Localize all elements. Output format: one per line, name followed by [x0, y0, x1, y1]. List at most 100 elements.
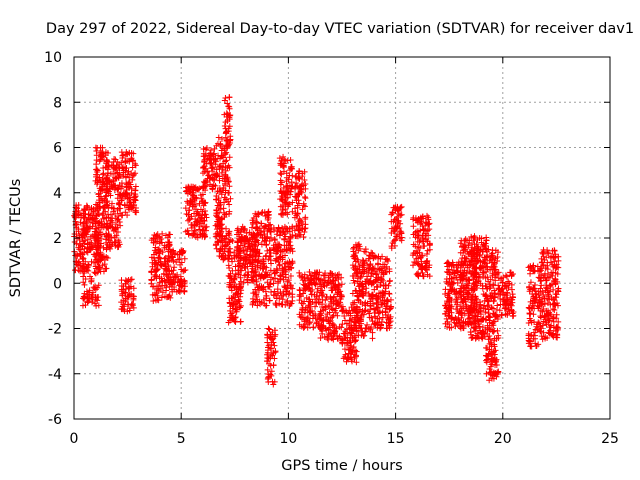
- data-point: [77, 246, 84, 253]
- data-point: [269, 336, 276, 343]
- data-point: [92, 201, 99, 208]
- data-point: [165, 243, 172, 250]
- data-point: [222, 167, 229, 174]
- data-point: [260, 227, 267, 234]
- data-point: [152, 292, 159, 299]
- data-point: [262, 288, 269, 295]
- data-point: [81, 269, 88, 276]
- data-point: [371, 268, 378, 275]
- y-tick-label: -4: [48, 367, 62, 383]
- data-point: [419, 263, 426, 270]
- data-point: [372, 321, 379, 328]
- data-point: [445, 294, 452, 301]
- data-point: [334, 312, 341, 319]
- data-point: [223, 157, 230, 164]
- y-tick-label: 2: [53, 231, 62, 247]
- data-point: [265, 325, 272, 332]
- data-point: [157, 258, 164, 265]
- data-point: [182, 205, 189, 212]
- data-point: [448, 324, 455, 331]
- data-point: [301, 228, 308, 235]
- data-point: [372, 271, 379, 278]
- data-point: [422, 236, 429, 243]
- data-point: [342, 317, 349, 324]
- data-point: [452, 323, 459, 330]
- data-point: [299, 170, 306, 177]
- data-point: [453, 264, 460, 271]
- data-point: [368, 324, 375, 331]
- data-point: [351, 306, 358, 313]
- data-point: [122, 159, 129, 166]
- data-point: [124, 308, 131, 315]
- data-point: [150, 298, 157, 305]
- data-point: [462, 236, 469, 243]
- data-point: [286, 289, 293, 296]
- data-point: [119, 305, 126, 312]
- data-point: [86, 295, 93, 302]
- data-point: [196, 185, 203, 192]
- data-point: [98, 179, 105, 186]
- data-point: [85, 298, 92, 305]
- data-point: [474, 278, 481, 285]
- data-point: [415, 232, 422, 239]
- data-point: [206, 155, 213, 162]
- data-point: [353, 287, 360, 294]
- data-point: [240, 247, 247, 254]
- data-point: [445, 312, 452, 319]
- data-point: [356, 282, 363, 289]
- data-point: [386, 322, 393, 329]
- data-point: [221, 145, 228, 152]
- data-point: [102, 208, 109, 215]
- data-point: [261, 231, 268, 238]
- data-point: [157, 261, 164, 268]
- data-point: [115, 185, 122, 192]
- data-point: [273, 295, 280, 302]
- data-point: [115, 213, 122, 220]
- data-point: [318, 292, 325, 299]
- data-point: [95, 177, 102, 184]
- data-point: [128, 276, 135, 283]
- data-point: [167, 249, 174, 256]
- data-point: [275, 278, 282, 285]
- data-point: [284, 194, 291, 201]
- data-point: [79, 234, 86, 241]
- data-point: [322, 277, 329, 284]
- data-point: [209, 165, 216, 172]
- data-point: [241, 255, 248, 262]
- data-point: [420, 226, 427, 233]
- data-point: [225, 189, 232, 196]
- data-point: [318, 322, 325, 329]
- data-point: [185, 211, 192, 218]
- data-point: [125, 285, 132, 292]
- data-point: [245, 237, 252, 244]
- data-point: [93, 147, 100, 154]
- data-point: [232, 314, 239, 321]
- data-point: [81, 295, 88, 302]
- data-point: [263, 252, 270, 259]
- data-point: [107, 211, 114, 218]
- data-point: [279, 265, 286, 272]
- data-point: [83, 288, 90, 295]
- data-point: [228, 283, 235, 290]
- data-point: [249, 246, 256, 253]
- data-point: [79, 302, 86, 309]
- data-point: [467, 328, 474, 335]
- data-point: [200, 184, 207, 191]
- data-point: [80, 273, 87, 280]
- data-point: [277, 272, 284, 279]
- data-point: [282, 271, 289, 278]
- data-point: [423, 212, 430, 219]
- data-point: [353, 359, 360, 366]
- data-point: [459, 319, 466, 326]
- data-point: [215, 195, 222, 202]
- data-point: [454, 268, 461, 275]
- data-point: [93, 212, 100, 219]
- data-point: [256, 250, 263, 257]
- data-point: [281, 231, 288, 238]
- data-point: [114, 185, 121, 192]
- data-point: [210, 151, 217, 158]
- data-point: [418, 258, 425, 265]
- data-point: [288, 165, 295, 172]
- data-point: [266, 297, 273, 304]
- data-point: [160, 270, 167, 277]
